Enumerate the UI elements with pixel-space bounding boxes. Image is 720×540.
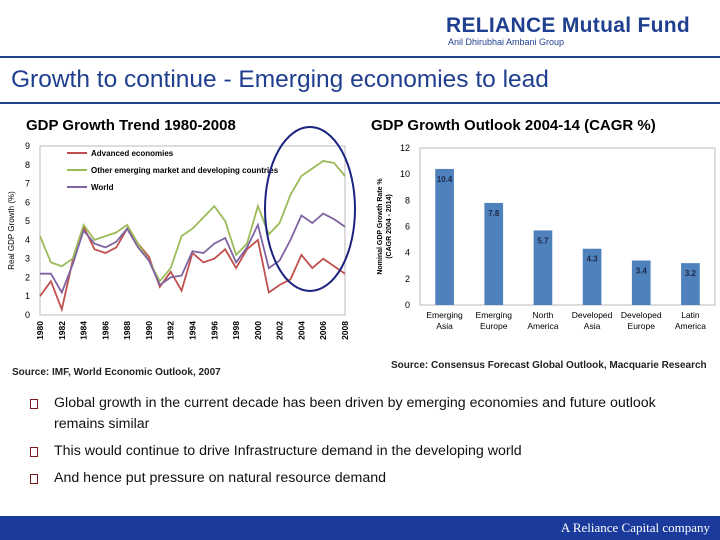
plot-area bbox=[419, 147, 716, 306]
legend-label-other-emerging: Other emerging market and developing cou… bbox=[91, 166, 279, 175]
bar bbox=[533, 230, 553, 305]
logo-suffix-text: Mutual Fund bbox=[561, 14, 690, 37]
x-tick-label: Developed Europe bbox=[621, 310, 662, 331]
x-tick-label-line: America bbox=[527, 321, 558, 331]
series-line-other-emerging bbox=[39, 160, 346, 283]
y-tick-label: 2 bbox=[25, 272, 30, 282]
y-axis-label-line: Nominal GDP Growth Rate % bbox=[377, 178, 384, 275]
y-tick-label: 1 bbox=[25, 291, 30, 301]
x-tick-label: 1992 bbox=[166, 321, 176, 340]
bar bbox=[484, 202, 504, 305]
x-tick-label-line: Developed bbox=[621, 310, 662, 320]
x-tick-label-line: Developed bbox=[572, 310, 613, 320]
bar-data-label: 3.4 bbox=[636, 267, 648, 276]
x-tick-label: 1996 bbox=[209, 321, 219, 340]
y-tick-label: 0 bbox=[405, 300, 410, 310]
series-line-world bbox=[40, 212, 346, 295]
bar-data-label: 3.2 bbox=[685, 269, 697, 278]
bullet-list: Global growth in the current decade has … bbox=[30, 393, 690, 495]
bullet-marker bbox=[30, 447, 38, 457]
x-tick-label: Latin America bbox=[675, 310, 706, 331]
x-tick-label-line: Asia bbox=[436, 321, 453, 331]
x-tick-label: Developed Asia bbox=[572, 310, 613, 331]
x-tick-label: 1982 bbox=[57, 321, 67, 340]
y-axis-label: Real GDP Growth (%) bbox=[7, 191, 16, 270]
x-tick-label: 1980 bbox=[35, 321, 45, 340]
y-tick-label: 8 bbox=[405, 195, 410, 205]
y-tick-label: 10 bbox=[400, 169, 410, 179]
bar-data-label: 10.4 bbox=[437, 175, 453, 184]
x-tick-label: Emerging Europe bbox=[476, 310, 513, 331]
legend-label-world: World bbox=[91, 183, 114, 192]
x-tick-label: North America bbox=[527, 310, 558, 331]
left-chart-source: Source: IMF, World Economic Outlook, 200… bbox=[12, 367, 221, 378]
title-rule-bottom bbox=[0, 102, 720, 104]
title-rule-top bbox=[0, 56, 720, 58]
bar bbox=[631, 260, 651, 305]
bar-data-label: 5.7 bbox=[537, 236, 549, 245]
x-tick-label: 1984 bbox=[79, 321, 89, 340]
x-tick-label-line: America bbox=[675, 321, 706, 331]
x-tick-label: 2008 bbox=[340, 321, 350, 340]
y-tick-label: 6 bbox=[25, 197, 30, 207]
y-tick-label: 9 bbox=[25, 141, 30, 151]
right-chart-title: GDP Growth Outlook 2004-14 (CAGR %) bbox=[371, 117, 656, 134]
logo-wordmark: RELIANCE Mutual Fund bbox=[446, 14, 706, 38]
x-tick-label: 1990 bbox=[144, 321, 154, 340]
bar bbox=[435, 168, 454, 305]
x-tick-label: 1994 bbox=[188, 321, 198, 340]
footer-bar: A Reliance Capital company bbox=[0, 516, 720, 540]
y-tick-label: 4 bbox=[405, 248, 410, 258]
bullet-item: And hence put pressure on natural resour… bbox=[30, 468, 690, 489]
x-tick-label-line: Europe bbox=[480, 321, 508, 331]
y-tick-label: 3 bbox=[25, 254, 30, 264]
gdp-outlook-bar-chart: 0 2 4 6 8 10 12 Nominal GDP Growth Rate % (CAGR … bbox=[377, 143, 716, 331]
y-axis-label: Nominal GDP Growth Rate % (CAGR 2004 - 20… bbox=[377, 178, 393, 275]
right-chart-source: Source: Consensus Forecast Global Outloo… bbox=[391, 360, 707, 371]
bar-data-label: 4.3 bbox=[587, 255, 599, 264]
x-tick-label: 1998 bbox=[231, 321, 241, 340]
legend-label-advanced-economies: Advanced economies bbox=[91, 149, 174, 158]
bar-data-label: 7.8 bbox=[488, 209, 500, 218]
x-tick-label: 2002 bbox=[275, 321, 285, 340]
x-tick-label: Emerging Asia bbox=[426, 310, 463, 331]
y-tick-label: 5 bbox=[25, 216, 30, 226]
reliance-logo: RELIANCE Mutual Fund Anil Dhirubhai Amba… bbox=[446, 14, 706, 48]
x-tick-label-line: Emerging bbox=[476, 310, 513, 320]
bullet-text: And hence put pressure on natural resour… bbox=[54, 470, 387, 486]
y-tick-label: 2 bbox=[405, 274, 410, 284]
highlight-ellipse bbox=[264, 126, 356, 292]
left-chart-title: GDP Growth Trend 1980-2008 bbox=[26, 117, 236, 134]
x-tick-label-line: Europe bbox=[628, 321, 656, 331]
y-tick-label: 8 bbox=[25, 160, 30, 170]
bar bbox=[681, 263, 700, 305]
footer-company-text: A Reliance Capital company bbox=[560, 520, 710, 535]
gdp-trend-line-chart: 0 1 2 3 4 5 6 7 8 9 Real GDP Growth (%) 1980 1982 198… bbox=[7, 126, 356, 340]
x-tick-label: 1988 bbox=[122, 321, 132, 340]
y-tick-label: 4 bbox=[25, 235, 30, 245]
y-tick-label: 12 bbox=[400, 143, 410, 153]
y-tick-label: 7 bbox=[25, 179, 30, 189]
x-tick-label: 2006 bbox=[318, 321, 328, 340]
y-axis-label-line: (CAGR 2004 - 2014) bbox=[386, 194, 393, 259]
bullet-text: Global growth in the current decade has … bbox=[54, 395, 656, 432]
bullet-marker bbox=[30, 474, 38, 484]
x-tick-label: 2004 bbox=[296, 321, 306, 340]
bullet-text: This would continue to drive Infrastruct… bbox=[54, 443, 522, 459]
y-tick-label: 6 bbox=[405, 222, 410, 232]
x-tick-label-line: Asia bbox=[584, 321, 601, 331]
bar bbox=[582, 248, 602, 305]
slide-title: Growth to continue - Emerging economies … bbox=[11, 66, 549, 93]
x-tick-label: 1986 bbox=[100, 321, 110, 340]
bullet-item: This would continue to drive Infrastruct… bbox=[30, 441, 690, 462]
logo-subtitle: Anil Dhirubhai Ambani Group bbox=[448, 37, 565, 47]
bullet-item: Global growth in the current decade has … bbox=[30, 393, 690, 435]
y-tick-label: 0 bbox=[25, 310, 30, 320]
x-tick-label: 2000 bbox=[253, 321, 263, 340]
x-tick-label-line: Latin bbox=[681, 310, 700, 320]
x-tick-label-line: North bbox=[533, 310, 554, 320]
x-tick-label-line: Emerging bbox=[426, 310, 463, 320]
logo-brand-text: RELIANCE bbox=[446, 14, 556, 37]
bullet-marker bbox=[30, 399, 38, 409]
